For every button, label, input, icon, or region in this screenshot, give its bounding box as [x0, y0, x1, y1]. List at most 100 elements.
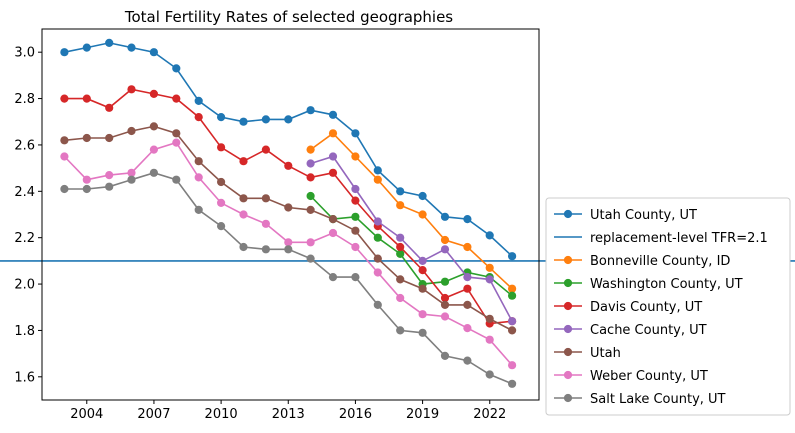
data-point-utah-county-ut: [60, 48, 69, 57]
data-point-cache-county-ut: [351, 184, 360, 194]
series-line-utah-county-ut: [64, 42, 513, 257]
data-point-utah-county-ut: [351, 129, 360, 138]
data-point-weber-county-ut: [172, 138, 181, 147]
series-line-cache-county-ut: [310, 155, 513, 322]
data-point-utah-county-ut: [396, 187, 405, 196]
x-tick-label: 2019: [406, 407, 439, 422]
data-point-utah-county-ut: [239, 117, 248, 126]
data-point-utah-county-ut: [149, 48, 158, 57]
legend-swatch-marker: [563, 324, 573, 334]
data-point-davis-county-ut: [149, 89, 158, 98]
y-tick-label: 1.6: [14, 370, 35, 385]
data-point-utah-county-ut: [418, 191, 427, 201]
data-point-davis-county-ut: [463, 284, 472, 293]
plot-area: [0, 38, 795, 388]
data-point-utah: [217, 177, 226, 187]
data-point-utah-county-ut: [82, 43, 91, 52]
data-point-cache-county-ut: [485, 275, 494, 284]
data-point-cache-county-ut: [418, 256, 427, 265]
data-point-utah-county-ut: [284, 115, 293, 124]
data-point-utah: [306, 205, 315, 214]
data-point-bonneville-county-id: [373, 175, 382, 184]
data-point-salt-lake-county-ut: [328, 273, 338, 282]
data-point-utah: [82, 133, 91, 143]
data-point-washington-county-ut: [373, 233, 382, 242]
data-point-washington-county-ut: [351, 212, 360, 221]
data-point-washington-county-ut: [396, 249, 405, 258]
data-point-bonneville-county-id: [328, 129, 338, 138]
data-point-bonneville-county-id: [418, 210, 427, 219]
x-tick-label: 2013: [272, 407, 305, 422]
data-point-utah-county-ut: [463, 215, 472, 224]
data-point-salt-lake-county-ut: [127, 175, 136, 184]
data-point-utah: [373, 254, 382, 263]
data-point-utah-county-ut: [261, 115, 270, 124]
series-line-bonneville-county-id: [310, 132, 513, 290]
data-point-salt-lake-county-ut: [418, 328, 427, 337]
data-point-salt-lake-county-ut: [284, 245, 293, 254]
data-point-davis-county-ut: [418, 266, 427, 275]
legend-label: Washington County, UT: [590, 277, 743, 292]
data-point-utah-county-ut: [172, 64, 181, 73]
data-point-utah: [60, 136, 69, 145]
y-axis: 1.6 1.8 2.0 2.2 2.4 2.6 2.8 3.0: [14, 46, 42, 385]
legend-label: Utah: [590, 346, 621, 361]
data-point-salt-lake-county-ut: [373, 300, 382, 309]
data-point-salt-lake-county-ut: [60, 184, 69, 194]
data-point-utah-county-ut: [127, 43, 136, 52]
legend: Utah County, UT replacement-level TFR=2.1…: [545, 197, 791, 416]
legend-swatch-marker: [563, 347, 573, 357]
data-point-salt-lake-county-ut: [463, 356, 472, 365]
data-point-salt-lake-county-ut: [440, 351, 450, 360]
legend-swatch-marker: [563, 370, 573, 380]
data-point-davis-county-ut: [127, 85, 136, 94]
data-point-weber-county-ut: [82, 175, 91, 184]
x-tick-label: 2016: [339, 407, 372, 422]
data-point-davis-county-ut: [284, 161, 293, 170]
data-point-davis-county-ut: [60, 94, 69, 103]
data-point-cache-county-ut: [306, 159, 315, 168]
data-point-davis-county-ut: [351, 196, 360, 205]
data-point-davis-county-ut: [105, 103, 114, 112]
data-point-salt-lake-county-ut: [261, 245, 270, 254]
y-tick-label: 2.8: [14, 92, 35, 107]
data-point-utah: [463, 300, 472, 309]
data-point-utah: [328, 215, 338, 224]
legend-swatch-marker: [563, 209, 573, 219]
data-point-bonneville-county-id: [440, 235, 450, 245]
data-point-weber-county-ut: [127, 168, 136, 177]
data-point-utah-county-ut: [373, 166, 382, 175]
data-point-weber-county-ut: [440, 312, 450, 321]
data-point-weber-county-ut: [105, 171, 114, 180]
data-point-davis-county-ut: [172, 94, 181, 103]
data-point-utah: [396, 275, 405, 284]
data-point-salt-lake-county-ut: [82, 184, 91, 194]
legend-swatch-marker: [563, 393, 573, 403]
data-point-utah-county-ut: [485, 231, 494, 240]
legend-label: Bonneville County, ID: [590, 254, 730, 269]
data-point-salt-lake-county-ut: [172, 175, 181, 184]
data-point-salt-lake-county-ut: [351, 273, 360, 282]
legend-label: Weber County, UT: [590, 369, 708, 384]
data-point-bonneville-county-id: [396, 201, 405, 210]
data-point-bonneville-county-id: [306, 145, 315, 154]
data-point-cache-county-ut: [463, 273, 472, 282]
data-point-weber-county-ut: [306, 238, 315, 247]
data-point-cache-county-ut: [507, 317, 517, 326]
data-point-salt-lake-county-ut: [194, 205, 203, 214]
legend-label: Salt Lake County, UT: [590, 392, 726, 407]
data-point-salt-lake-county-ut: [306, 254, 315, 263]
data-point-davis-county-ut: [440, 293, 450, 303]
data-point-washington-county-ut: [440, 277, 450, 286]
data-point-utah-county-ut: [328, 110, 338, 119]
legend-label: Utah County, UT: [590, 208, 697, 223]
data-point-weber-county-ut: [396, 293, 405, 303]
data-point-utah: [418, 284, 427, 293]
x-tick-label: 2004: [70, 407, 103, 422]
x-axis: 2004 2007 2010 2013 2016 2019 2022: [70, 400, 506, 422]
data-point-utah: [284, 203, 293, 212]
data-point-weber-county-ut: [507, 361, 517, 370]
data-point-utah: [105, 133, 114, 143]
data-point-cache-county-ut: [373, 217, 382, 226]
